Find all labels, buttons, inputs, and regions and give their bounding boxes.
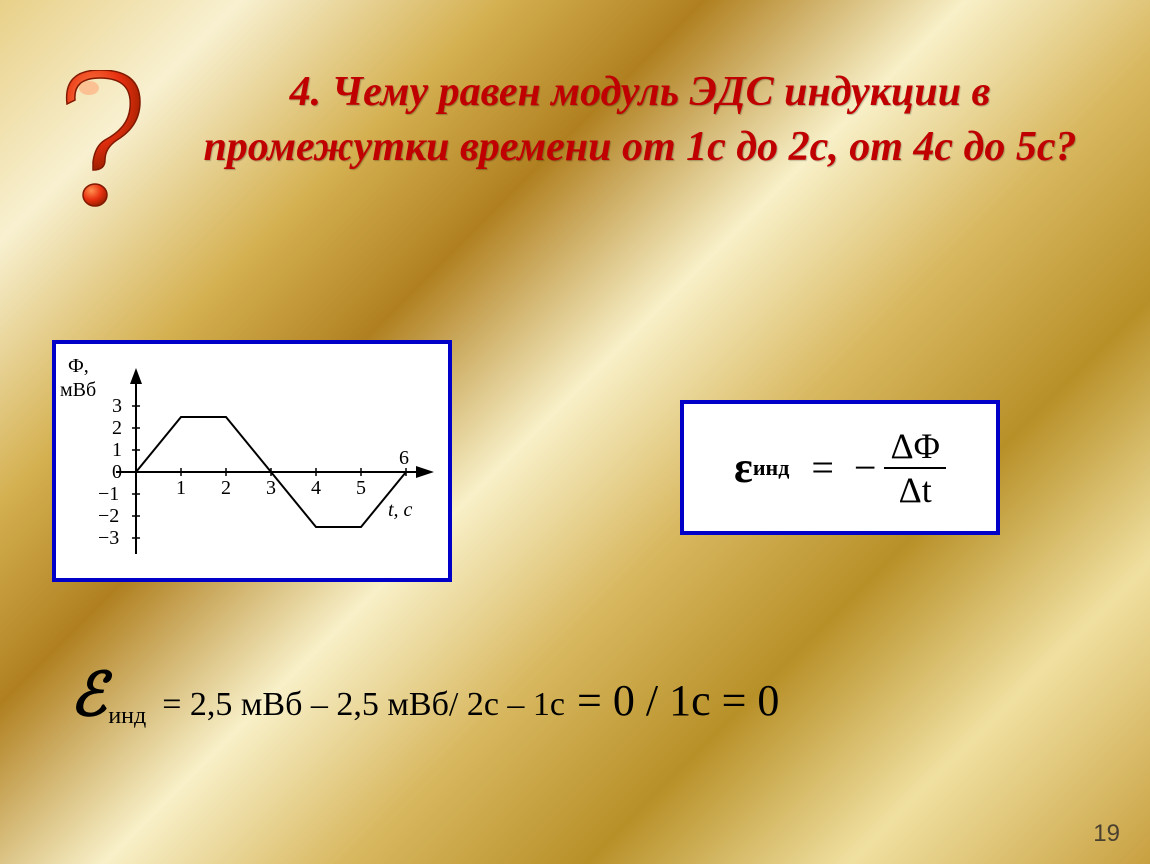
svg-text:−1: −1 [98, 483, 119, 505]
question-title: 4. Чему равен модуль ЭДС индукции в пром… [200, 65, 1080, 174]
calc-result: = 0 / 1с = 0 [577, 675, 779, 726]
svg-text:1: 1 [176, 477, 186, 499]
formula-numerator: ΔΦ [884, 425, 945, 469]
page-number: 19 [1093, 820, 1120, 848]
flux-chart: Ф, мВб 3 2 1 0 −1 −2 −3 1 [52, 340, 452, 582]
svg-text:1: 1 [112, 439, 122, 461]
y-axis-label-1: Ф, [68, 355, 89, 377]
formula-epsilon: ε [734, 442, 753, 493]
y-axis-label-2: мВб [60, 379, 96, 401]
svg-text:−2: −2 [98, 505, 119, 527]
calc-epsilon: ℰ [70, 660, 106, 730]
formula-denominator: Δt [893, 469, 938, 511]
svg-text:2: 2 [221, 477, 231, 499]
calc-epsilon-sub: инд [108, 703, 146, 730]
formula-fraction: ΔΦ Δt [884, 425, 945, 511]
formula-minus: − [854, 444, 877, 491]
formula-epsilon-sub: инд [753, 455, 789, 481]
svg-text:−3: −3 [98, 527, 119, 549]
question-mark-icon [55, 70, 145, 210]
svg-text:5: 5 [356, 477, 366, 499]
formula-equals: = [811, 444, 834, 491]
svg-text:3: 3 [266, 477, 276, 499]
x-axis-label: t, с [388, 499, 413, 521]
svg-text:6: 6 [399, 447, 409, 469]
emf-formula: εинд = − ΔΦ Δt [680, 400, 1000, 535]
calc-middle: = 2,5 мВб – 2,5 мВб/ 2с – 1с [162, 686, 565, 724]
svg-text:2: 2 [112, 417, 122, 439]
svg-text:3: 3 [112, 395, 122, 417]
calculation-line: ℰинд = 2,5 мВб – 2,5 мВб/ 2с – 1с = 0 / … [70, 660, 1120, 730]
svg-text:4: 4 [311, 477, 321, 499]
